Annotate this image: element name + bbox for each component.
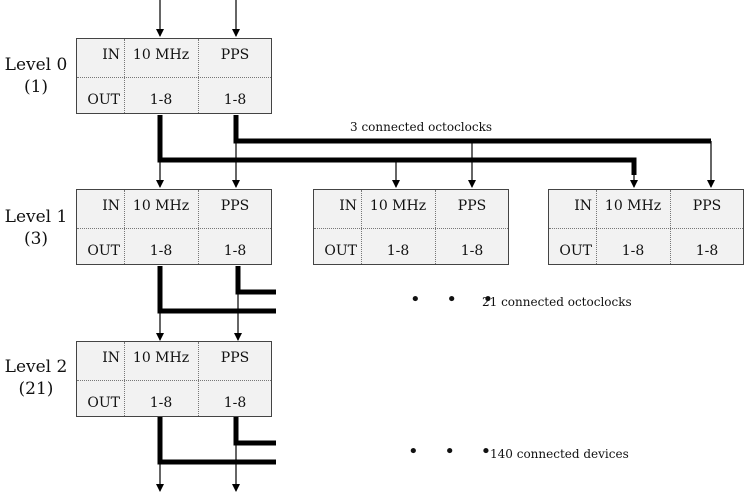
level1-10mhz-bus	[157, 266, 276, 314]
octoclock-level1-a: IN 10 MHz PPS OUT 1-8 1-8	[76, 189, 272, 265]
pps-out: 1-8	[695, 243, 719, 259]
pps-out: 1-8	[223, 243, 247, 259]
pps-out: 1-8	[223, 92, 247, 108]
10mhz-header: 10 MHz	[369, 198, 427, 214]
level2-connected-note: 140 connected devices	[490, 447, 629, 461]
level-name: Level 0	[4, 55, 68, 75]
level2-pps-bus	[233, 417, 276, 446]
10mhz-header: 10 MHz	[132, 350, 190, 366]
10mhz-out: 1-8	[149, 92, 173, 108]
pps-header: PPS	[220, 47, 250, 63]
level1-pps-bus	[235, 266, 276, 295]
octoclock-level1-c: IN 10 MHz PPS OUT 1-8 1-8	[548, 189, 744, 265]
level-count: (1)	[23, 77, 49, 97]
level2-ellipsis: • • •	[408, 441, 502, 462]
out-label: OUT	[87, 395, 120, 411]
level1-connected-note: 21 connected octoclocks	[482, 295, 632, 309]
octoclock-level0: IN 10 MHz PPS OUT 1-8 1-8	[76, 38, 272, 114]
10mhz-out: 1-8	[149, 243, 173, 259]
level1-ellipsis: • • •	[410, 289, 504, 310]
in-label: IN	[574, 198, 592, 214]
level1-label: Level 1 (3)	[4, 206, 68, 250]
in-label: IN	[102, 47, 120, 63]
pps-header: PPS	[220, 350, 250, 366]
level2-label: Level 2 (21)	[4, 356, 68, 400]
pps-header: PPS	[457, 198, 487, 214]
out-label: OUT	[324, 243, 357, 259]
level-count: (3)	[23, 229, 49, 249]
10mhz-out: 1-8	[621, 243, 645, 259]
pps-out: 1-8	[460, 243, 484, 259]
out-label: OUT	[87, 243, 120, 259]
10mhz-header: 10 MHz	[132, 198, 190, 214]
level-count: (21)	[18, 379, 54, 399]
out-label: OUT	[87, 92, 120, 108]
level2-10mhz-bus	[157, 417, 276, 465]
octoclock-level2: IN 10 MHz PPS OUT 1-8 1-8	[76, 341, 272, 417]
in-label: IN	[102, 198, 120, 214]
10mhz-header: 10 MHz	[132, 47, 190, 63]
in-label: IN	[339, 198, 357, 214]
octoclock-level1-b: IN 10 MHz PPS OUT 1-8 1-8	[313, 189, 509, 265]
level-name: Level 1	[4, 207, 68, 227]
level0-label: Level 0 (1)	[4, 54, 68, 98]
pps-out: 1-8	[223, 395, 247, 411]
pps-header: PPS	[692, 198, 722, 214]
out-label: OUT	[559, 243, 592, 259]
10mhz-out: 1-8	[386, 243, 410, 259]
10mhz-header: 10 MHz	[604, 198, 662, 214]
10mhz-out: 1-8	[149, 395, 173, 411]
pps-header: PPS	[220, 198, 250, 214]
level-name: Level 2	[4, 357, 68, 377]
level0-connected-note: 3 connected octoclocks	[350, 120, 493, 134]
in-label: IN	[102, 350, 120, 366]
